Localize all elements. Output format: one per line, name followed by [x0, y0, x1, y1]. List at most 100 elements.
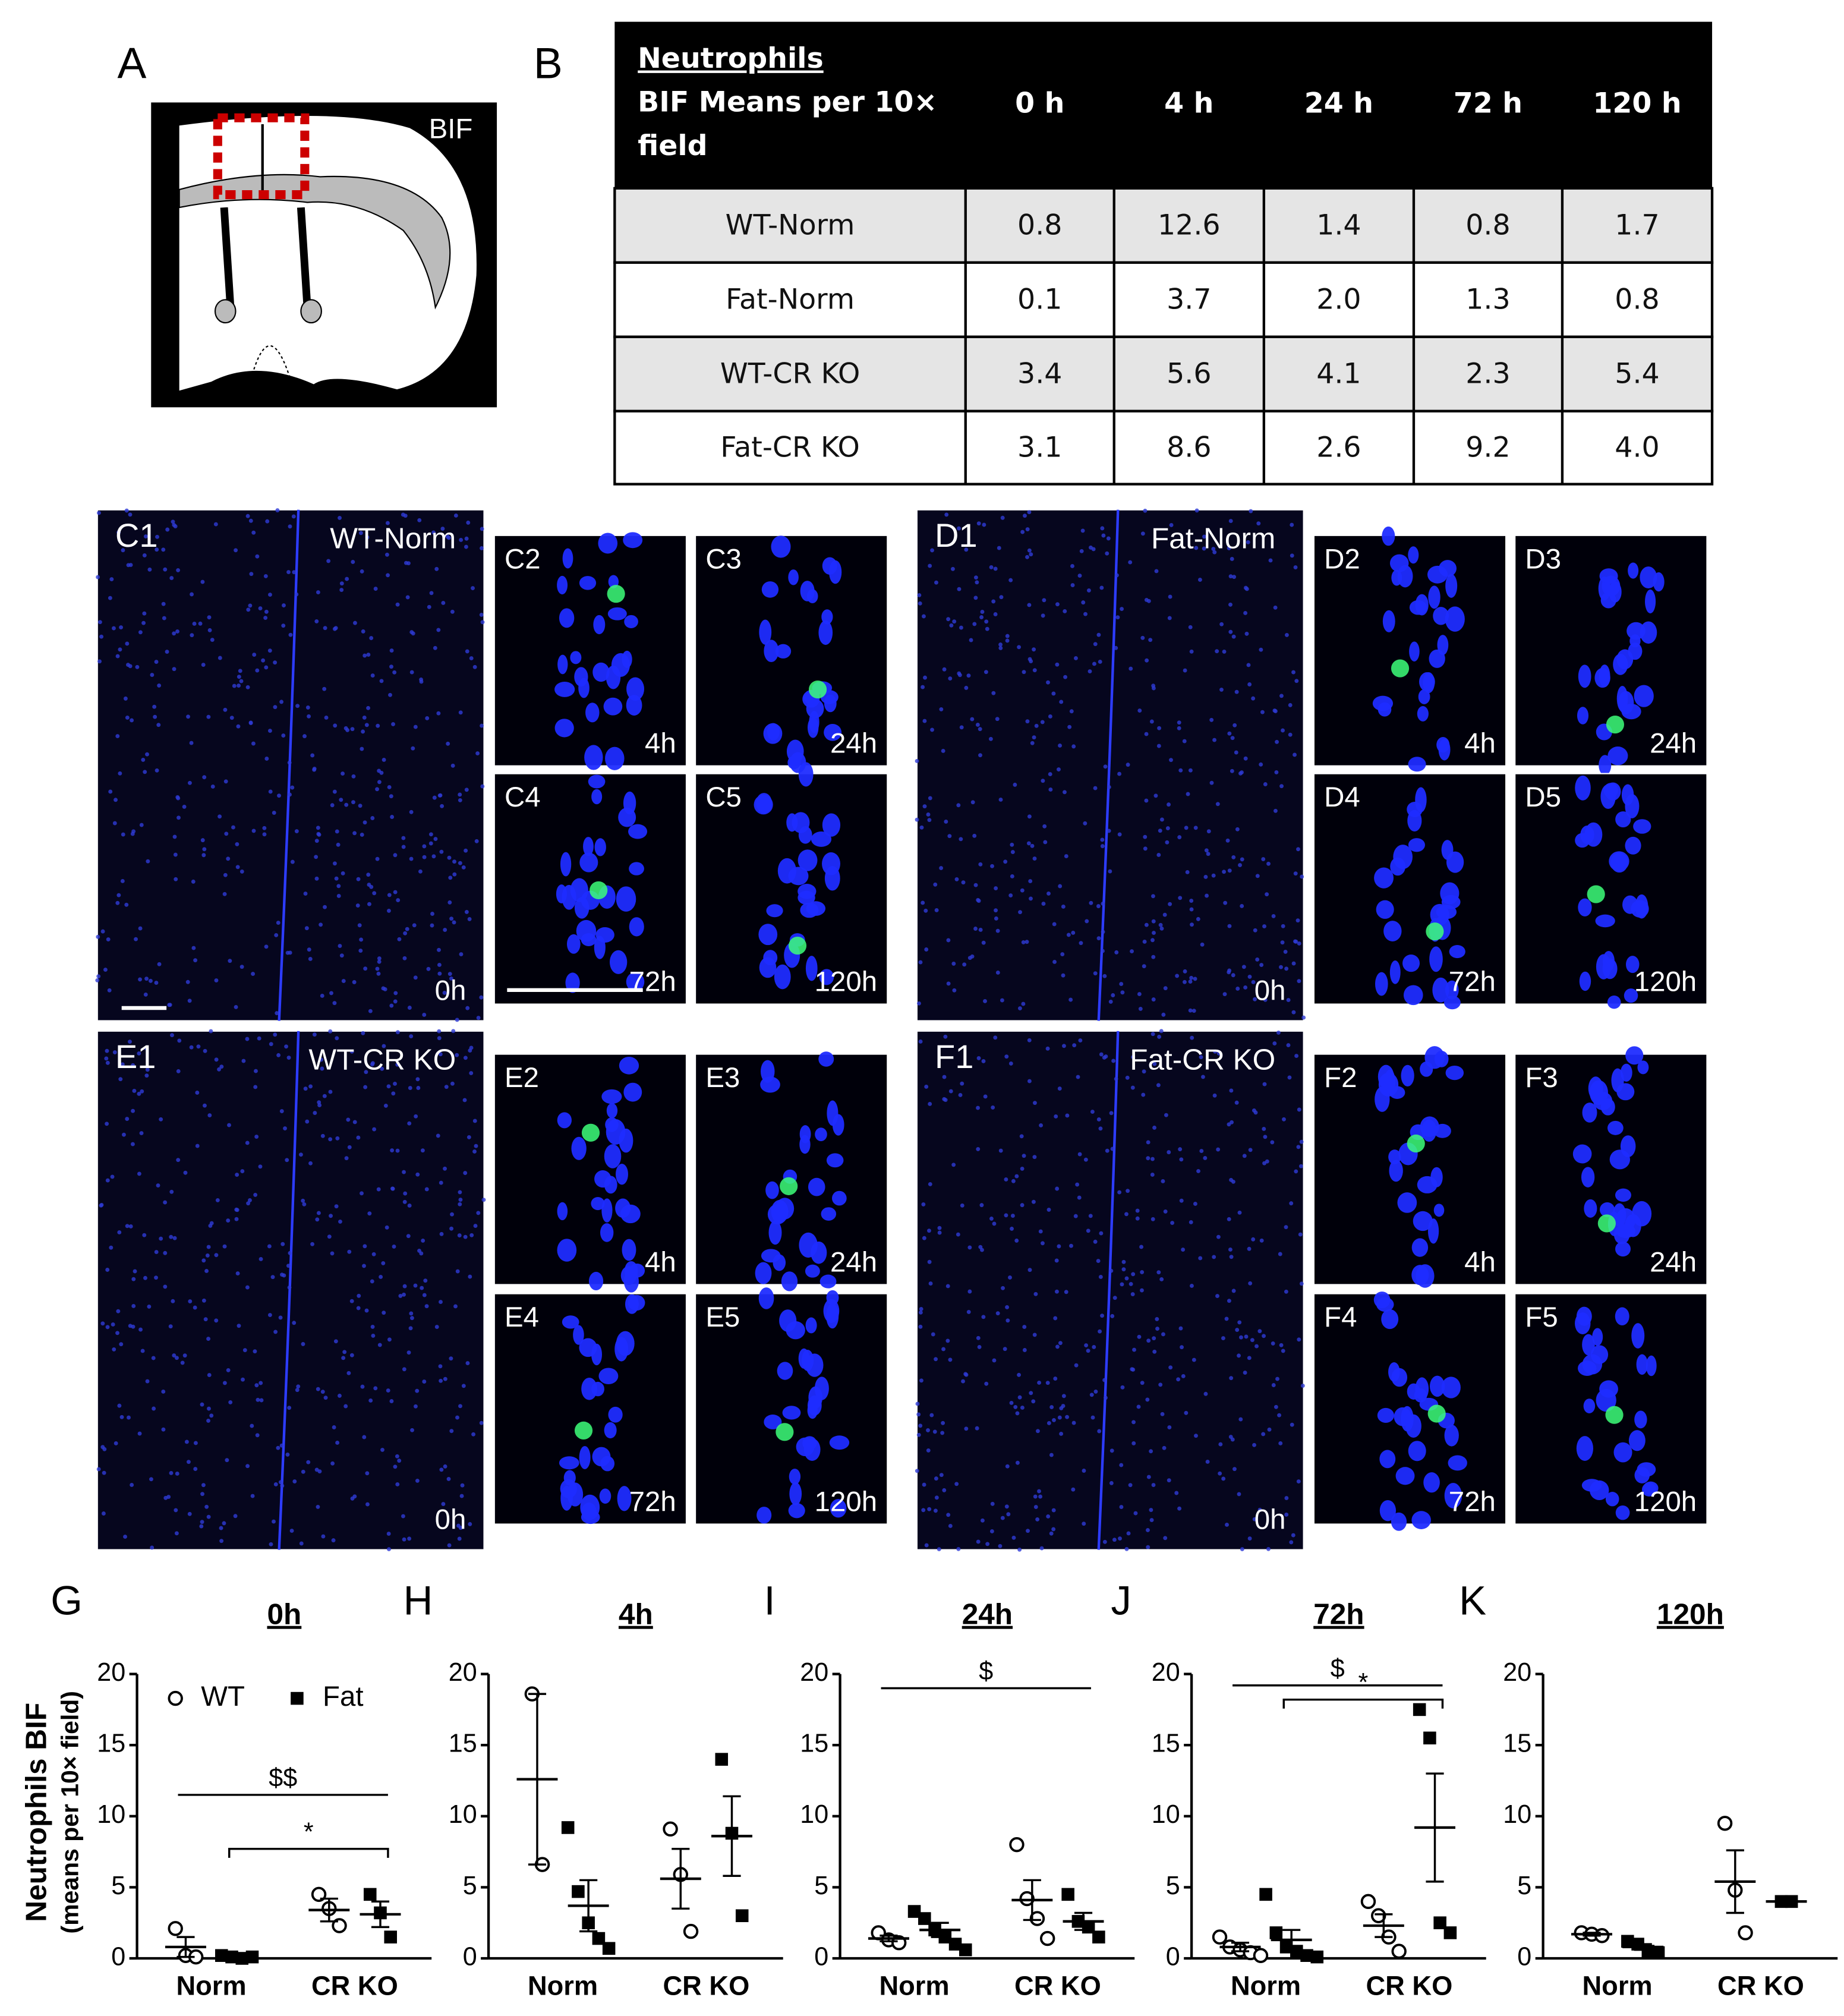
nucleus	[604, 1176, 617, 1194]
nucleus	[1042, 598, 1046, 603]
nucleus	[1429, 946, 1443, 972]
nucleus	[941, 1420, 945, 1425]
nucleus	[1093, 786, 1098, 790]
nucleus	[1048, 714, 1052, 719]
nucleus	[923, 908, 928, 913]
nucleus	[1401, 1406, 1414, 1432]
nucleus	[1293, 939, 1297, 944]
nucleus	[1177, 1506, 1182, 1511]
nucleus	[1053, 1316, 1058, 1321]
nucleus	[973, 575, 978, 580]
nucleus	[131, 1108, 135, 1113]
nucleus	[162, 616, 166, 620]
nucleus	[402, 1199, 407, 1204]
nucleus	[628, 1294, 645, 1311]
nucleus	[316, 590, 320, 595]
nucleus	[1443, 996, 1461, 1010]
nucleus	[916, 1001, 921, 1006]
nucleus	[1130, 1292, 1135, 1296]
nucleus	[1055, 662, 1060, 667]
nucleus	[1124, 1546, 1129, 1551]
nucleus	[1104, 1396, 1108, 1400]
nucleus	[1189, 899, 1194, 903]
nucleus	[1150, 1157, 1155, 1161]
nucleus	[1589, 1480, 1609, 1501]
nucleus	[1434, 1050, 1449, 1067]
nucleus	[1014, 1174, 1019, 1179]
nucleus	[402, 1537, 406, 1542]
nucleus	[105, 1048, 109, 1053]
nucleus	[367, 902, 371, 906]
neutrophil	[1587, 885, 1605, 903]
nucleus	[467, 916, 472, 921]
nucleus	[1090, 1415, 1095, 1420]
nucleus	[1022, 1154, 1026, 1158]
nucleus	[480, 723, 484, 728]
nucleus	[1231, 1289, 1236, 1293]
nucleus	[1184, 826, 1189, 830]
nucleus	[1212, 1255, 1216, 1259]
nucleus	[238, 669, 242, 673]
nucleus	[1235, 987, 1240, 991]
nucleus	[1640, 566, 1657, 589]
nucleus	[1575, 775, 1591, 801]
nucleus	[1273, 808, 1278, 813]
nucleus	[422, 855, 427, 859]
nucleus	[363, 1244, 367, 1249]
nucleus	[200, 579, 205, 584]
nucleus	[1111, 993, 1115, 997]
nucleus	[100, 929, 105, 934]
nucleus	[1022, 1348, 1027, 1352]
nucleus	[1613, 1442, 1632, 1463]
nucleus	[431, 530, 436, 535]
nucleus	[1102, 1055, 1107, 1060]
nucleus	[915, 1469, 919, 1473]
nucleus	[330, 1461, 335, 1466]
nucleus	[141, 620, 146, 625]
nucleus	[127, 1415, 131, 1420]
nucleus	[414, 1114, 418, 1119]
nucleus	[1033, 1292, 1038, 1296]
nucleus	[458, 1190, 462, 1195]
nucleus	[1062, 790, 1067, 795]
nucleus	[1374, 867, 1394, 889]
nucleus	[1082, 1469, 1086, 1473]
nucleus	[1620, 1063, 1632, 1082]
panel-letter: H	[404, 1577, 433, 1623]
nucleus	[411, 746, 415, 751]
nucleus	[1004, 1054, 1009, 1059]
nucleus	[245, 1037, 250, 1041]
nucleus	[133, 1269, 137, 1274]
nucleus	[1033, 1494, 1038, 1499]
nucleus	[1408, 838, 1425, 852]
nucleus	[1251, 696, 1256, 701]
nucleus	[1204, 848, 1209, 853]
nucleus	[771, 536, 791, 558]
nucleus	[443, 1376, 447, 1381]
nucleus	[1429, 649, 1445, 668]
nucleus	[777, 1362, 793, 1380]
nucleus	[1228, 629, 1233, 634]
nucleus	[1189, 649, 1194, 654]
nucleus	[116, 1309, 121, 1313]
nucleus	[304, 926, 309, 931]
nucleus	[255, 1433, 260, 1438]
nucleus	[1096, 632, 1101, 637]
time-label: 24h	[830, 1247, 877, 1278]
data-point	[1717, 1816, 1733, 1831]
nucleus	[1011, 1179, 1016, 1183]
nucleus	[1607, 996, 1621, 1009]
nucleus	[1251, 979, 1256, 984]
nucleus	[942, 1097, 947, 1101]
nucleus	[1149, 1449, 1153, 1454]
data-point	[561, 1821, 575, 1834]
nucleus	[417, 518, 422, 522]
nucleus	[1408, 757, 1426, 772]
nucleus	[145, 1067, 150, 1072]
nucleus	[1051, 1527, 1056, 1532]
nucleus	[934, 1495, 939, 1500]
nucleus	[1419, 672, 1435, 692]
nucleus	[560, 852, 572, 877]
micrograph	[695, 1053, 888, 1286]
nucleus	[169, 1234, 174, 1239]
